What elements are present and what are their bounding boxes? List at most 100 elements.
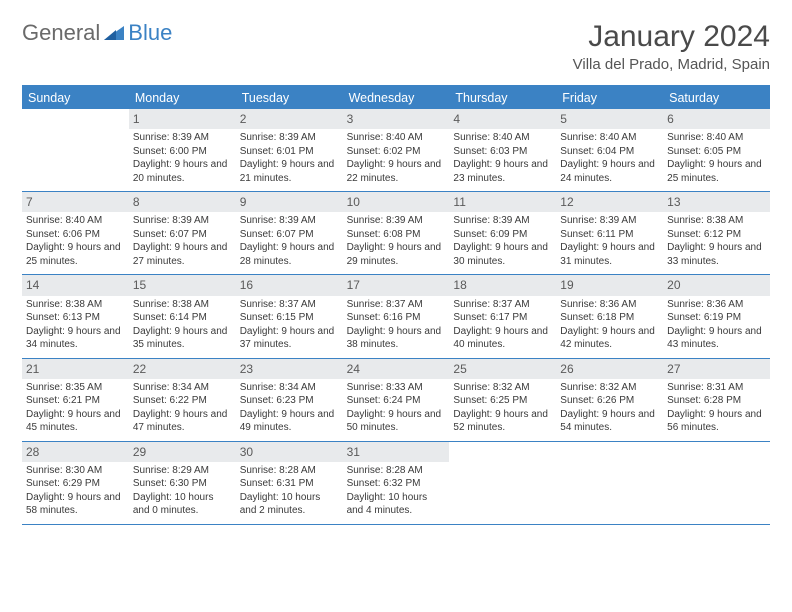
day-cell: 9Sunrise: 8:39 AMSunset: 6:07 PMDaylight… bbox=[236, 192, 343, 274]
weeks-container: 1Sunrise: 8:39 AMSunset: 6:00 PMDaylight… bbox=[22, 109, 770, 525]
daylight-text: Daylight: 9 hours and 54 minutes. bbox=[560, 408, 659, 435]
day-header: Sunday bbox=[22, 87, 129, 109]
page-header: General Blue January 2024 Villa del Prad… bbox=[22, 20, 770, 73]
day-body: Sunrise: 8:37 AMSunset: 6:17 PMDaylight:… bbox=[449, 296, 556, 358]
daylight-text: Daylight: 9 hours and 28 minutes. bbox=[240, 241, 339, 268]
daylight-text: Daylight: 10 hours and 4 minutes. bbox=[347, 491, 446, 518]
day-body: Sunrise: 8:39 AMSunset: 6:09 PMDaylight:… bbox=[449, 212, 556, 274]
day-number: 30 bbox=[236, 442, 343, 462]
day-header: Tuesday bbox=[236, 87, 343, 109]
daylight-text: Daylight: 9 hours and 50 minutes. bbox=[347, 408, 446, 435]
daylight-text: Daylight: 9 hours and 30 minutes. bbox=[453, 241, 552, 268]
day-cell: 20Sunrise: 8:36 AMSunset: 6:19 PMDayligh… bbox=[663, 275, 770, 357]
sunset-text: Sunset: 6:18 PM bbox=[560, 311, 659, 325]
day-cell: 2Sunrise: 8:39 AMSunset: 6:01 PMDaylight… bbox=[236, 109, 343, 191]
day-body: Sunrise: 8:38 AMSunset: 6:12 PMDaylight:… bbox=[663, 212, 770, 274]
day-cell: 29Sunrise: 8:29 AMSunset: 6:30 PMDayligh… bbox=[129, 442, 236, 524]
sunset-text: Sunset: 6:02 PM bbox=[347, 145, 446, 159]
daylight-text: Daylight: 9 hours and 34 minutes. bbox=[26, 325, 125, 352]
day-number: 31 bbox=[343, 442, 450, 462]
day-cell: 10Sunrise: 8:39 AMSunset: 6:08 PMDayligh… bbox=[343, 192, 450, 274]
day-cell bbox=[556, 442, 663, 524]
daylight-text: Daylight: 9 hours and 45 minutes. bbox=[26, 408, 125, 435]
sunset-text: Sunset: 6:29 PM bbox=[26, 477, 125, 491]
daylight-text: Daylight: 9 hours and 56 minutes. bbox=[667, 408, 766, 435]
week-row: 7Sunrise: 8:40 AMSunset: 6:06 PMDaylight… bbox=[22, 192, 770, 275]
sunrise-text: Sunrise: 8:32 AM bbox=[453, 381, 552, 395]
sunrise-text: Sunrise: 8:40 AM bbox=[26, 214, 125, 228]
sunset-text: Sunset: 6:19 PM bbox=[667, 311, 766, 325]
sunrise-text: Sunrise: 8:38 AM bbox=[26, 298, 125, 312]
daylight-text: Daylight: 9 hours and 21 minutes. bbox=[240, 158, 339, 185]
day-header: Saturday bbox=[663, 87, 770, 109]
day-header: Monday bbox=[129, 87, 236, 109]
day-cell: 16Sunrise: 8:37 AMSunset: 6:15 PMDayligh… bbox=[236, 275, 343, 357]
day-body: Sunrise: 8:32 AMSunset: 6:26 PMDaylight:… bbox=[556, 379, 663, 441]
sunset-text: Sunset: 6:13 PM bbox=[26, 311, 125, 325]
sunset-text: Sunset: 6:12 PM bbox=[667, 228, 766, 242]
sunrise-text: Sunrise: 8:33 AM bbox=[347, 381, 446, 395]
day-cell: 6Sunrise: 8:40 AMSunset: 6:05 PMDaylight… bbox=[663, 109, 770, 191]
day-body: Sunrise: 8:40 AMSunset: 6:02 PMDaylight:… bbox=[343, 129, 450, 191]
logo-triangle-icon bbox=[104, 20, 124, 46]
day-number: 12 bbox=[556, 192, 663, 212]
brand-part2: Blue bbox=[128, 20, 172, 46]
week-row: 1Sunrise: 8:39 AMSunset: 6:00 PMDaylight… bbox=[22, 109, 770, 192]
sunset-text: Sunset: 6:07 PM bbox=[240, 228, 339, 242]
sunset-text: Sunset: 6:21 PM bbox=[26, 394, 125, 408]
day-cell: 11Sunrise: 8:39 AMSunset: 6:09 PMDayligh… bbox=[449, 192, 556, 274]
day-cell: 22Sunrise: 8:34 AMSunset: 6:22 PMDayligh… bbox=[129, 359, 236, 441]
week-row: 28Sunrise: 8:30 AMSunset: 6:29 PMDayligh… bbox=[22, 442, 770, 525]
day-body: Sunrise: 8:40 AMSunset: 6:04 PMDaylight:… bbox=[556, 129, 663, 191]
daylight-text: Daylight: 9 hours and 35 minutes. bbox=[133, 325, 232, 352]
day-number: 7 bbox=[22, 192, 129, 212]
day-cell: 8Sunrise: 8:39 AMSunset: 6:07 PMDaylight… bbox=[129, 192, 236, 274]
day-cell: 7Sunrise: 8:40 AMSunset: 6:06 PMDaylight… bbox=[22, 192, 129, 274]
sunrise-text: Sunrise: 8:32 AM bbox=[560, 381, 659, 395]
day-number: 16 bbox=[236, 275, 343, 295]
sunset-text: Sunset: 6:06 PM bbox=[26, 228, 125, 242]
week-row: 21Sunrise: 8:35 AMSunset: 6:21 PMDayligh… bbox=[22, 359, 770, 442]
daylight-text: Daylight: 9 hours and 42 minutes. bbox=[560, 325, 659, 352]
sunrise-text: Sunrise: 8:37 AM bbox=[453, 298, 552, 312]
day-number: 9 bbox=[236, 192, 343, 212]
day-number: 3 bbox=[343, 109, 450, 129]
day-number: 5 bbox=[556, 109, 663, 129]
week-row: 14Sunrise: 8:38 AMSunset: 6:13 PMDayligh… bbox=[22, 275, 770, 358]
sunset-text: Sunset: 6:30 PM bbox=[133, 477, 232, 491]
day-body: Sunrise: 8:39 AMSunset: 6:00 PMDaylight:… bbox=[129, 129, 236, 191]
day-body: Sunrise: 8:31 AMSunset: 6:28 PMDaylight:… bbox=[663, 379, 770, 441]
day-cell: 19Sunrise: 8:36 AMSunset: 6:18 PMDayligh… bbox=[556, 275, 663, 357]
day-number: 11 bbox=[449, 192, 556, 212]
day-number: 20 bbox=[663, 275, 770, 295]
day-body: Sunrise: 8:35 AMSunset: 6:21 PMDaylight:… bbox=[22, 379, 129, 441]
calendar: Sunday Monday Tuesday Wednesday Thursday… bbox=[22, 85, 770, 525]
day-number: 23 bbox=[236, 359, 343, 379]
day-number: 21 bbox=[22, 359, 129, 379]
day-body: Sunrise: 8:36 AMSunset: 6:18 PMDaylight:… bbox=[556, 296, 663, 358]
sunset-text: Sunset: 6:03 PM bbox=[453, 145, 552, 159]
day-body: Sunrise: 8:40 AMSunset: 6:05 PMDaylight:… bbox=[663, 129, 770, 191]
sunrise-text: Sunrise: 8:34 AM bbox=[240, 381, 339, 395]
day-number: 28 bbox=[22, 442, 129, 462]
daylight-text: Daylight: 9 hours and 49 minutes. bbox=[240, 408, 339, 435]
day-body: Sunrise: 8:39 AMSunset: 6:11 PMDaylight:… bbox=[556, 212, 663, 274]
day-cell: 28Sunrise: 8:30 AMSunset: 6:29 PMDayligh… bbox=[22, 442, 129, 524]
day-header-row: Sunday Monday Tuesday Wednesday Thursday… bbox=[22, 87, 770, 109]
day-body: Sunrise: 8:28 AMSunset: 6:32 PMDaylight:… bbox=[343, 462, 450, 524]
sunset-text: Sunset: 6:07 PM bbox=[133, 228, 232, 242]
day-number: 17 bbox=[343, 275, 450, 295]
day-body: Sunrise: 8:39 AMSunset: 6:01 PMDaylight:… bbox=[236, 129, 343, 191]
day-body: Sunrise: 8:30 AMSunset: 6:29 PMDaylight:… bbox=[22, 462, 129, 524]
day-body: Sunrise: 8:34 AMSunset: 6:23 PMDaylight:… bbox=[236, 379, 343, 441]
day-body: Sunrise: 8:40 AMSunset: 6:06 PMDaylight:… bbox=[22, 212, 129, 274]
sunrise-text: Sunrise: 8:38 AM bbox=[133, 298, 232, 312]
day-cell: 26Sunrise: 8:32 AMSunset: 6:26 PMDayligh… bbox=[556, 359, 663, 441]
sunset-text: Sunset: 6:08 PM bbox=[347, 228, 446, 242]
sunset-text: Sunset: 6:26 PM bbox=[560, 394, 659, 408]
daylight-text: Daylight: 9 hours and 37 minutes. bbox=[240, 325, 339, 352]
day-body: Sunrise: 8:37 AMSunset: 6:16 PMDaylight:… bbox=[343, 296, 450, 358]
day-body: Sunrise: 8:38 AMSunset: 6:14 PMDaylight:… bbox=[129, 296, 236, 358]
day-cell: 15Sunrise: 8:38 AMSunset: 6:14 PMDayligh… bbox=[129, 275, 236, 357]
day-number: 22 bbox=[129, 359, 236, 379]
